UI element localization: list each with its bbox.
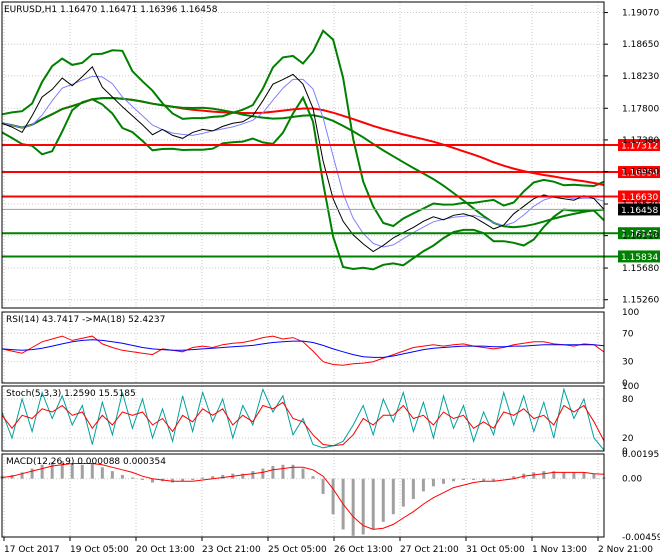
stoch-signal-line	[1, 401, 605, 447]
time-tick-label: 27 Oct 21:00	[400, 545, 459, 555]
macd-label: MACD(12,26,9) 0.000088 0.000354	[6, 457, 166, 467]
price-tick-label: 1.16530	[622, 200, 659, 210]
level-label-box	[618, 250, 660, 263]
panel-tick-label: 70	[622, 329, 634, 339]
macd-signal-line	[1, 463, 605, 530]
current-price-label: 1.16458	[621, 206, 658, 216]
level-label: 1.17312	[621, 142, 658, 152]
time-tick-label: 2 Nov 21:00	[598, 545, 653, 555]
bollinger-lower-line	[1, 95, 605, 271]
time-tick-label: 31 Oct 05:00	[466, 545, 525, 555]
time-tick-label: 20 Oct 13:00	[136, 545, 195, 555]
level-label-box	[618, 166, 660, 179]
panel-tick-label: 30	[622, 358, 634, 368]
panel-frame	[1, 453, 605, 538]
time-tick-label: 23 Oct 21:00	[202, 545, 261, 555]
level-label-box	[618, 190, 660, 203]
panel-tick-label: 0.00	[622, 475, 642, 485]
time-axis: 17 Oct 2017 19 Oct 05:00 20 Oct 13:00 23 Oc…	[3, 537, 653, 555]
bollinger-bands	[1, 29, 605, 271]
stoch-main-line	[1, 387, 605, 451]
time-tick-label: 26 Oct 13:00	[334, 545, 393, 555]
panel-tick-label: 0	[622, 379, 628, 389]
panel-frames	[1, 1, 605, 538]
rsi-ma-line	[1, 339, 605, 358]
rsi-label: RSI(14) 43.7417 ->MA(18) 52.4237	[6, 315, 165, 325]
price-tick-label: 1.18650	[622, 40, 659, 50]
price-line	[1, 65, 605, 253]
stoch-label: Stoch(5,3,3) 1.2590 15.5185	[6, 389, 136, 399]
bollinger-upper-line	[1, 29, 605, 228]
panel-tick-label: 100	[622, 308, 639, 318]
price-axis: 1.19070 1.18650 1.18230 1.17800 1.17380 1.169…	[604, 9, 659, 306]
panel-frame	[1, 1, 605, 309]
panel-tick-label: 80	[622, 395, 634, 405]
time-tick-label: 25 Oct 05:00	[268, 545, 327, 555]
level-label-box	[618, 139, 660, 152]
price-tick-label: 1.16960	[622, 168, 659, 178]
panel-frame	[1, 385, 605, 452]
price-tick-label: 1.17800	[622, 104, 659, 114]
time-tick-label: 19 Oct 05:00	[70, 545, 129, 555]
level-label-box	[618, 227, 660, 240]
horizontal-levels: 1.17312 1.16954 1.16630 1.16142 1.15834 1.164…	[2, 139, 660, 263]
price-tick-label: 1.15680	[622, 264, 659, 274]
panel-tick-label: 0	[622, 447, 628, 457]
level-label: 1.15834	[621, 253, 658, 263]
time-tick-label: 1 Nov 13:00	[532, 545, 587, 555]
price-tick-label: 1.15260	[622, 296, 659, 306]
panel-tick-label: -0.004596	[622, 533, 660, 543]
price-tick-label: 1.18230	[622, 72, 659, 82]
level-label: 1.16142	[621, 230, 658, 240]
ma-mid-line	[1, 96, 605, 229]
price-tick-label: 1.16110	[622, 232, 659, 242]
price-tick-label: 1.17380	[622, 136, 659, 146]
panel-tick-label: 100	[622, 382, 639, 392]
price-series	[1, 65, 605, 253]
price-tick-label: 1.19070	[622, 9, 659, 19]
current-price-box	[618, 203, 660, 216]
panel-frame	[1, 311, 605, 384]
chart-title: EURUSD,H1 1.16470 1.16471 1.16396 1.1645…	[4, 5, 218, 15]
time-tick-label: 17 Oct 2017	[4, 545, 60, 555]
level-label: 1.16630	[621, 193, 658, 203]
level-label: 1.16954	[621, 169, 658, 179]
rsi-rsi-line	[1, 335, 605, 366]
panel-tick-label: 20	[622, 434, 634, 444]
panel-tick-label: 0.00195	[622, 450, 659, 460]
